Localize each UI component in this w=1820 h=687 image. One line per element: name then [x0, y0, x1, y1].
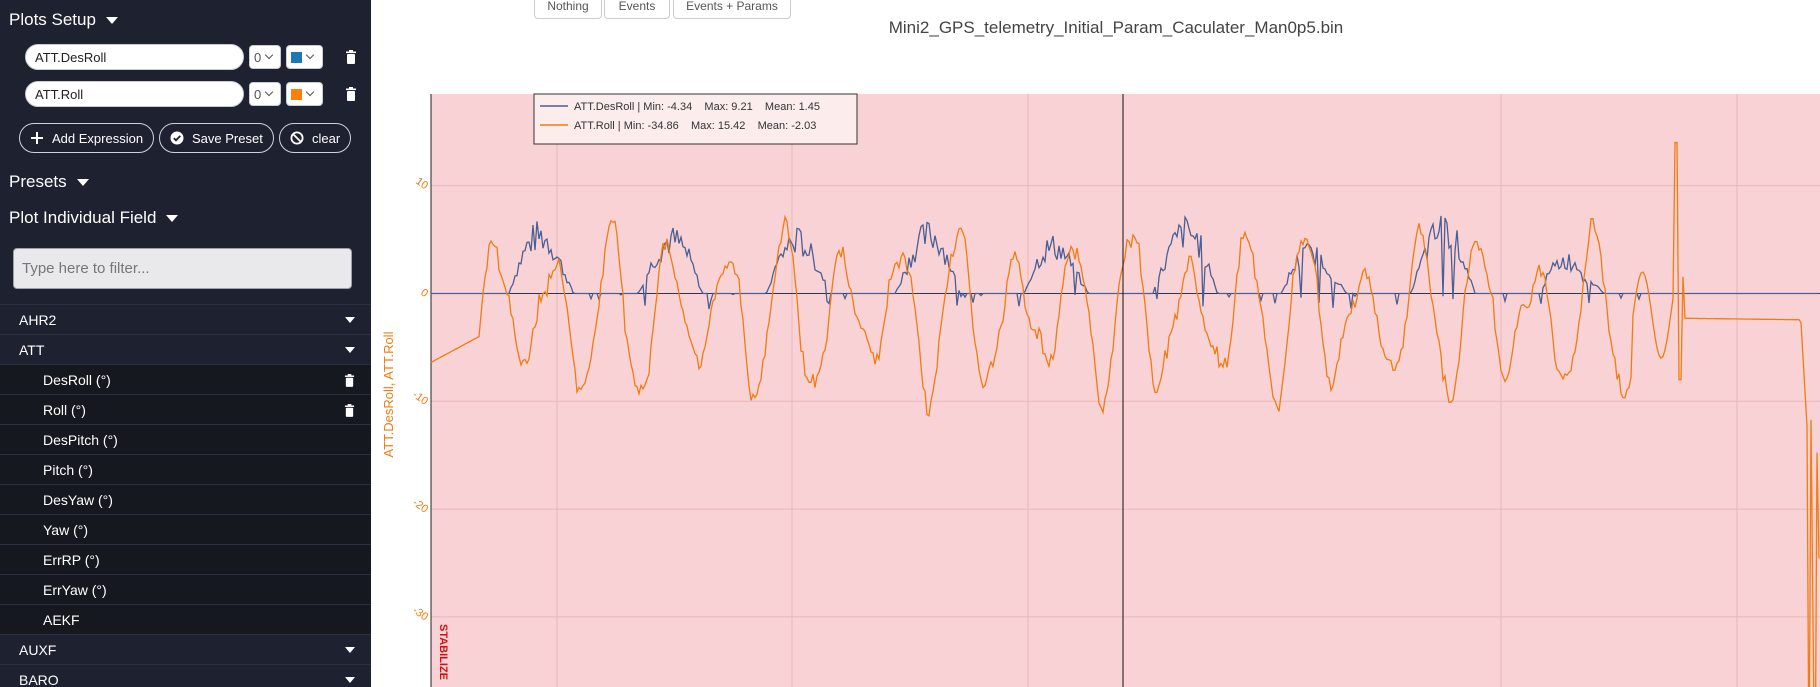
- chart[interactable]: 10 0 -10 -20 -30 ATT.DesRoll, ATT.Roll STABILI…: [371, 0, 1820, 687]
- plus-icon: [30, 131, 44, 145]
- trash-icon[interactable]: [344, 374, 355, 387]
- tree-item-label: AUXF: [19, 641, 57, 658]
- caret-down-icon: [166, 214, 179, 222]
- color-swatch: [291, 51, 302, 63]
- tree-item-label: BARO: [19, 671, 59, 687]
- tree-item-label: AHR2: [19, 311, 57, 328]
- tree-field[interactable]: DesRoll (°): [0, 364, 371, 394]
- tree-item-label: DesRoll (°): [43, 371, 111, 388]
- sidebar: Plots Setup 0 0: [0, 0, 371, 687]
- chevron-down-icon: [264, 50, 274, 60]
- legend-entry: ATT.DesRoll | Min: -4.34 Max: 9.21 Mean:…: [574, 101, 820, 113]
- caret-down-icon: [76, 178, 89, 186]
- clear-button[interactable]: clear: [279, 123, 352, 153]
- tree-item-label: DesYaw (°): [43, 491, 113, 508]
- axis-select[interactable]: 0: [249, 82, 281, 106]
- legend-entry: ATT.Roll | Min: -34.86 Max: 15.42 Mean: …: [574, 120, 816, 132]
- color-swatch: [291, 88, 302, 100]
- mode-background: [431, 94, 1820, 687]
- caret-down-icon: [345, 317, 355, 323]
- save-preset-label: Save Preset: [192, 130, 263, 146]
- tree-field[interactable]: AEKF: [0, 604, 371, 634]
- field-filter-input[interactable]: [13, 248, 352, 289]
- tree-group[interactable]: AUXF: [0, 634, 371, 664]
- add-expression-button[interactable]: Add Expression: [19, 123, 155, 153]
- check-circle-icon: [170, 131, 184, 145]
- tab-label: Events + Params: [686, 0, 778, 13]
- tree-field[interactable]: DesPitch (°): [0, 424, 371, 454]
- tree-field[interactable]: DesYaw (°): [0, 484, 371, 514]
- color-select[interactable]: [286, 45, 323, 69]
- tree-item-label: Roll (°): [43, 401, 86, 418]
- legend-box: [533, 93, 858, 145]
- caret-down-icon: [345, 647, 355, 653]
- ban-icon: [290, 131, 304, 145]
- tree-item-label: Yaw (°): [43, 521, 89, 538]
- tree-item-label: AEKF: [43, 611, 80, 628]
- tree-group[interactable]: ATT: [0, 334, 371, 364]
- axis-select[interactable]: 0: [249, 45, 281, 69]
- add-expression-label: Add Expression: [52, 130, 144, 146]
- y-tick-label: -30: [410, 604, 430, 623]
- y-tick-label: 10: [413, 175, 430, 192]
- y-tick-label: 0: [418, 287, 430, 300]
- tree-field[interactable]: Yaw (°): [0, 514, 371, 544]
- tree-field[interactable]: ErrYaw (°): [0, 574, 371, 604]
- legend: ATT.DesRoll | Min: -4.34 Max: 9.21 Mean:…: [533, 93, 858, 145]
- field-tree: AHR2 ATT DesRoll (°) Roll (°) DesPitch (°) Pi…: [0, 304, 371, 687]
- presets-header[interactable]: Presets: [9, 172, 89, 192]
- expression-input[interactable]: [25, 81, 244, 107]
- tree-group[interactable]: BARO: [0, 664, 371, 687]
- y-tick-label: -20: [410, 497, 430, 516]
- tab-label: Nothing: [547, 0, 589, 13]
- presets-title: Presets: [9, 172, 67, 191]
- caret-down-icon: [105, 16, 118, 24]
- caret-down-icon: [345, 677, 355, 683]
- y-tick-label: -10: [410, 389, 430, 408]
- axis-value: 0: [254, 86, 262, 102]
- tree-item-label: Pitch (°): [43, 461, 93, 478]
- plot-individual-field-title: Plot Individual Field: [9, 208, 157, 227]
- chevron-down-icon: [305, 87, 315, 97]
- y-axis-label: ATT.DesRoll, ATT.Roll: [381, 331, 396, 457]
- tree-field[interactable]: ErrRP (°): [0, 544, 371, 574]
- tree-item-label: ErrYaw (°): [43, 581, 107, 598]
- trash-icon[interactable]: [344, 404, 355, 417]
- series-line-roll: [430, 141, 1820, 687]
- tree-item-label: ErrRP (°): [43, 551, 100, 568]
- flight-mode-label: STABILIZE: [437, 624, 449, 680]
- expression-row: 0: [25, 81, 323, 107]
- plot-title: Mini2_GPS_telemetry_Initial_Param_Cacula…: [888, 18, 1344, 37]
- tab-label: Events: [618, 0, 656, 13]
- tab-nothing[interactable]: Nothing: [534, 0, 602, 19]
- tree-group[interactable]: AHR2: [0, 304, 371, 334]
- caret-down-icon: [345, 347, 355, 353]
- plot-individual-field-header[interactable]: Plot Individual Field: [9, 208, 179, 228]
- expression-row: 0: [25, 44, 323, 70]
- plot-area: Nothing Events Events + Params Mini2_GPS…: [371, 0, 1820, 687]
- series-line-desroll: [431, 215, 1819, 310]
- trash-icon[interactable]: [345, 87, 357, 101]
- clear-label: clear: [312, 130, 341, 146]
- color-select[interactable]: [286, 82, 323, 106]
- plots-setup-title: Plots Setup: [9, 10, 96, 29]
- expression-input[interactable]: [25, 44, 244, 70]
- tab-events[interactable]: Events: [604, 0, 670, 19]
- chevron-down-icon: [305, 50, 315, 60]
- tree-item-label: ATT: [19, 341, 45, 358]
- tree-item-label: DesPitch (°): [43, 431, 118, 448]
- tree-field[interactable]: Pitch (°): [0, 454, 371, 484]
- trash-icon[interactable]: [345, 50, 357, 64]
- tab-events-params[interactable]: Events + Params: [673, 0, 791, 19]
- axis-value: 0: [254, 49, 262, 65]
- plots-setup-header[interactable]: Plots Setup: [9, 10, 118, 30]
- tree-field[interactable]: Roll (°): [0, 394, 371, 424]
- save-preset-button[interactable]: Save Preset: [159, 123, 274, 153]
- chevron-down-icon: [264, 87, 274, 97]
